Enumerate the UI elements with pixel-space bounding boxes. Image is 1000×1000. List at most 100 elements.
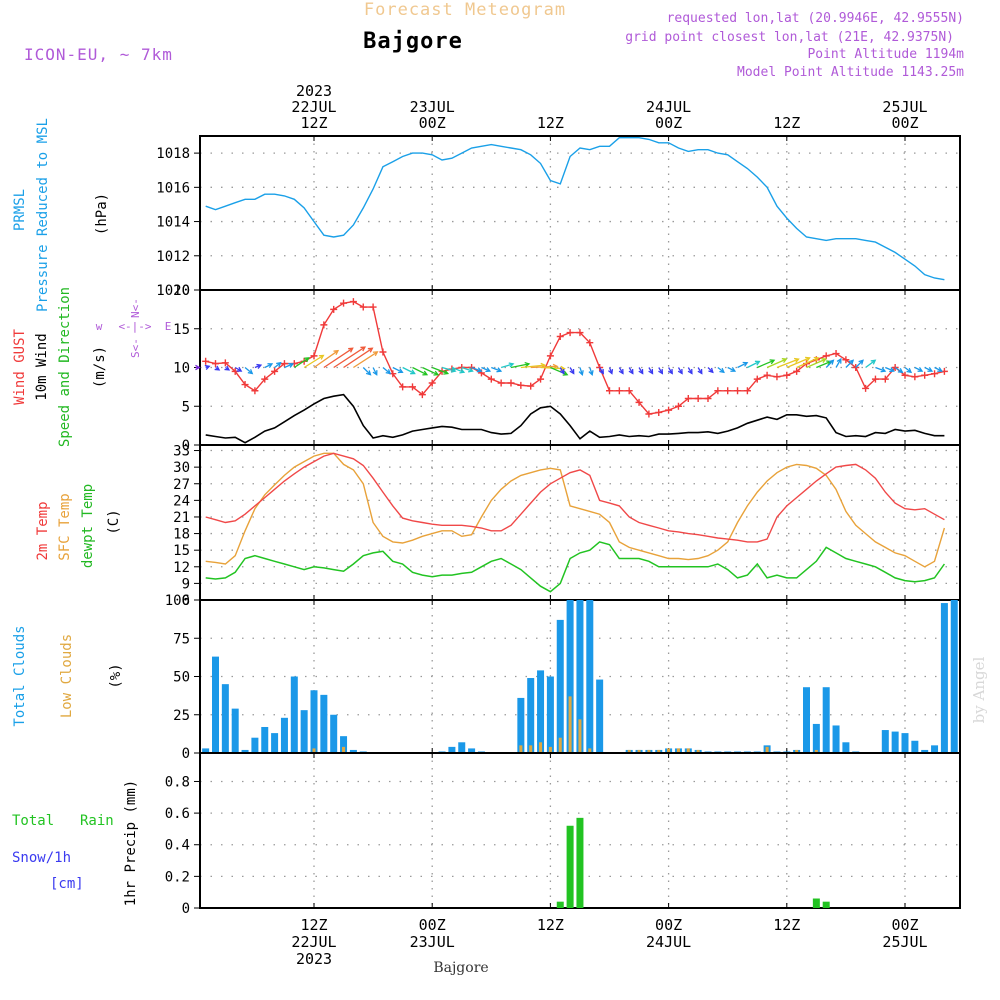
wind-arrow-head — [897, 368, 904, 374]
wind-arrow-head — [524, 361, 531, 368]
pressure-title-line1: PRMSL — [12, 189, 28, 231]
total-cloud-bar — [340, 736, 348, 753]
wind-arrow — [855, 359, 864, 368]
low-cloud-bar — [676, 748, 680, 753]
temp-dewpt-label: dewpt Temp — [80, 484, 96, 568]
wind-arrow — [284, 363, 294, 369]
wind-arrow-head — [813, 356, 820, 362]
temp-unit: (C) — [106, 509, 122, 534]
low-clouds-label: Low Clouds — [59, 634, 75, 718]
wind-arrow-head — [937, 367, 943, 372]
gust-marker — [271, 367, 279, 375]
cloud-panel-labels: Total Clouds Low Clouds (%) — [12, 625, 124, 726]
footer-location: Bajgore — [433, 960, 488, 976]
wind-arrow-head — [870, 359, 877, 365]
top-time-label: 12Z — [537, 114, 564, 132]
wind-arrow — [875, 366, 886, 372]
gust-marker — [881, 375, 889, 383]
gust-marker — [763, 371, 771, 379]
clouds-ytick-label: 25 — [173, 708, 190, 724]
total-clouds-label: Total Clouds — [12, 625, 28, 726]
total-cloud-bar — [891, 731, 899, 753]
wind-arrow-head — [333, 349, 340, 356]
grid-point-coords: grid point closest lon,lat (21E, 42.9375… — [625, 30, 954, 45]
wind-arrow-head — [730, 367, 737, 372]
panel-clouds: 0 25 50 75 100 — [165, 593, 961, 762]
gust-marker — [202, 357, 210, 365]
total-cloud-bar — [596, 679, 604, 753]
svg-text:S<-: S<- — [129, 338, 142, 358]
total-cloud-bar — [280, 717, 288, 753]
gust-marker — [428, 379, 436, 387]
temp-sfc-label: SFC Temp — [57, 493, 73, 560]
bottom-time-label: 22JUL — [291, 933, 336, 951]
wind-arrow-head — [372, 351, 379, 357]
wind-arrow — [461, 366, 473, 372]
low-cloud-bar — [667, 748, 671, 753]
gust-marker — [753, 375, 761, 383]
wind-arrow-head — [385, 369, 392, 375]
wind-arrow-head — [821, 358, 827, 364]
gust-marker — [931, 370, 939, 378]
wind-arrow — [835, 358, 842, 368]
wind-arrow-head — [288, 362, 295, 368]
wind-arrow-head — [372, 370, 378, 376]
wind-arrow-head — [559, 368, 565, 375]
top-time-label: 2023 — [296, 82, 332, 100]
gust-marker — [418, 391, 426, 399]
gust-marker — [871, 375, 879, 383]
gust-marker — [212, 360, 219, 368]
wind-arrow — [894, 366, 903, 373]
rain-bar — [822, 901, 830, 908]
total-cloud-bar — [290, 676, 298, 753]
wind-arrow — [825, 359, 834, 368]
total-cloud-bar — [586, 600, 594, 753]
requested-coords: requested lon,lat (20.9946E, 42.9555N) — [667, 11, 964, 26]
total-cloud-bar — [881, 730, 889, 753]
wind-arrow — [392, 366, 403, 373]
wind-arrow — [441, 366, 456, 372]
total-cloud-bar — [231, 708, 239, 753]
panel-wind: 0 5 10 15 20 — [173, 283, 961, 454]
top-time-label: 00Z — [419, 114, 446, 132]
gust-marker — [320, 321, 328, 329]
gust-marker — [832, 350, 840, 358]
wind-unit: (m/s) — [92, 346, 108, 388]
wind-arrow-head — [648, 368, 654, 375]
wind-arrow — [816, 360, 831, 369]
total-cloud-bar — [202, 748, 210, 753]
top-time-label: 00Z — [655, 114, 682, 132]
wind-arrow-head — [742, 361, 749, 367]
wind-arrow-head — [667, 368, 673, 375]
wind-arrow — [500, 363, 514, 369]
gust-marker — [734, 387, 742, 395]
wind-arrow — [422, 366, 439, 376]
wind-speed-line — [205, 393, 945, 444]
total-cloud-bar — [261, 726, 269, 753]
pressure-ytick-label: 1010 — [156, 283, 190, 299]
location-title: Bajgore — [363, 29, 463, 54]
wind-arrow — [885, 366, 894, 372]
gust-marker — [842, 356, 850, 364]
gust-marker — [606, 387, 613, 395]
gust-marker — [714, 387, 722, 395]
total-cloud-bar — [842, 742, 850, 753]
wind-arrow-head — [410, 369, 416, 375]
total-cloud-bar — [911, 740, 919, 753]
model-altitude: Model Point Altitude 1143.25m — [737, 65, 964, 80]
gust-marker — [576, 329, 584, 337]
gust-marker — [674, 402, 682, 410]
rain-bar — [812, 898, 820, 908]
pressure-unit: (hPa) — [94, 193, 110, 235]
wind-ytick-label: 10 — [173, 361, 190, 377]
wind-arrow — [845, 359, 854, 368]
wind-gust-label: Wind GUST — [12, 329, 28, 405]
panels: 1010101210141016101805101520691215182124… — [156, 135, 961, 917]
wind-arrow — [244, 367, 253, 374]
low-cloud-bar — [637, 749, 641, 753]
total-cloud-bar — [576, 600, 584, 753]
wind-arrow-head — [805, 356, 811, 362]
precipitation-ytick-label: 0 — [182, 901, 190, 917]
total-cloud-bar — [832, 725, 840, 753]
